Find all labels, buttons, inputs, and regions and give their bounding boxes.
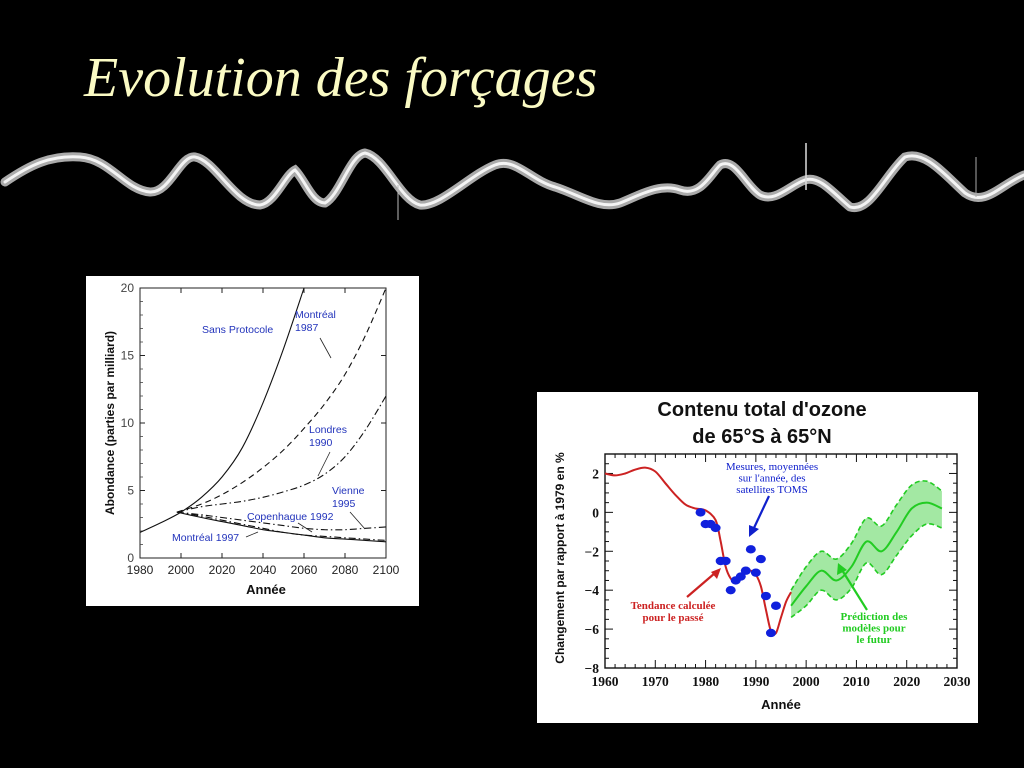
annotation-mesures: Mesures, moyennées sur l'année, des satell…	[726, 461, 818, 496]
y-tick-label: 0	[592, 505, 599, 520]
annotation-copenhague-1992-line: Copenhague 1992	[247, 511, 334, 523]
x-axis-label: Année	[761, 697, 801, 712]
ozone-content-chart-panel: Contenu total d'ozone de 65°S à 65°N 1960 1…	[537, 392, 978, 723]
x-tick-label: 2020	[893, 674, 920, 689]
model-prediction-line	[790, 501, 943, 607]
x-tick-label: 2020	[209, 563, 236, 577]
slide-title: Evolution des forçages	[84, 47, 598, 109]
x-tick-label: 2080	[332, 563, 359, 577]
annotation-arrow-tendance	[686, 572, 716, 598]
toms-measurement-point	[755, 554, 766, 564]
x-tick-label: 1960	[592, 674, 619, 689]
y-axis-label: Changement par rapport à 1979 en %	[553, 452, 567, 664]
series-line-londres-1990	[176, 395, 387, 513]
annotation-prediction: Prédiction des modèles pour le futur	[841, 611, 909, 646]
annotation-mesures-line: sur l'année, des	[738, 473, 805, 485]
x-tick-label: 2060	[291, 563, 318, 577]
toms-measurement-point	[760, 591, 771, 601]
y-tick-label: 10	[121, 416, 135, 430]
x-tick-label: 1970	[642, 674, 669, 689]
annotation-vienne-1995: Vienne 1995	[332, 485, 365, 510]
annotation-arrowhead-prediction	[837, 563, 847, 575]
annotation-leader	[317, 451, 331, 477]
annotation-sans-protocole-line: Sans Protocole	[202, 324, 273, 336]
x-tick-label: 2030	[944, 674, 971, 689]
annotation-vienne-1995-line: Vienne	[332, 485, 365, 497]
x-tick-label: 2010	[843, 674, 870, 689]
model-upper-bound	[790, 480, 943, 591]
annotation-arrowhead-mesures	[749, 525, 759, 537]
x-tick-label: 1990	[742, 674, 769, 689]
y-tick-label: 15	[121, 349, 135, 363]
annotation-londres-1990-line: 1990	[309, 437, 333, 449]
annotation-montreal-1987-line: 1987	[295, 322, 319, 334]
annotation-leader	[245, 531, 259, 538]
series-line-montr-al-1997	[176, 511, 387, 543]
annotation-vienne-1995-line: 1995	[332, 498, 356, 510]
cfc-abundance-chart-panel: 1980 2000 2020 2040 2060 2080 2100 0 5 10 15 20 Anné…	[86, 276, 419, 606]
y-tick-label: 5	[127, 484, 134, 498]
x-axis-label: Année	[246, 582, 286, 597]
toms-measurement-point	[750, 568, 761, 577]
annotation-leader	[297, 522, 313, 533]
annotation-montreal-1987-line: Montréal	[295, 309, 336, 321]
annotation-prediction-line: Prédiction des	[841, 611, 909, 623]
x-tick-label: 2040	[250, 563, 277, 577]
trend-line	[604, 466, 792, 636]
series-line-vienne-1995	[176, 511, 387, 531]
annotation-leader	[319, 337, 332, 359]
series-line-montr-al-1987	[176, 287, 387, 513]
toms-measurement-point	[735, 572, 746, 581]
toms-measurement-point	[695, 508, 706, 517]
annotation-londres-1990: Londres 1990	[309, 424, 347, 449]
annotation-londres-1990-line: Londres	[309, 424, 347, 436]
annotation-tendance-line: pour le passé	[643, 612, 704, 624]
annotation-montreal-1997: Montréal 1997	[172, 532, 239, 544]
decorative-wave-banner	[0, 143, 1024, 220]
annotation-copenhague-1992: Copenhague 1992	[247, 511, 334, 523]
y-tick-label: 20	[121, 281, 135, 295]
series-line-sans-protocole	[139, 287, 305, 533]
y-tick-label: −8	[585, 661, 600, 676]
y-tick-label: 0	[127, 551, 134, 565]
annotation-arrowhead-tendance	[711, 568, 721, 579]
series-line-copenhague-1992	[176, 511, 387, 541]
toms-measurement-point	[740, 566, 751, 575]
y-tick-label: 2	[592, 466, 599, 481]
y-axis-label: Abondance (parties par milliard)	[103, 331, 117, 515]
toms-measurement-point	[745, 545, 756, 554]
annotation-prediction-line: le futur	[856, 634, 891, 646]
annotation-tendance: Tendance calculée pour le passé	[631, 600, 716, 624]
cfc-abundance-chart: 1980 2000 2020 2040 2060 2080 2100 0 5 10 15 20 Anné…	[103, 281, 400, 597]
annotation-sans-protocole: Sans Protocole	[202, 324, 273, 336]
annotation-montreal-1997-line: Montréal 1997	[172, 532, 239, 544]
toms-measurement-point	[710, 523, 721, 533]
y-tick-label: −2	[585, 544, 600, 559]
annotation-montreal-1987: Montréal 1987	[295, 309, 336, 334]
chart-title: Contenu total d'ozone	[657, 399, 866, 421]
x-tick-label: 1980	[692, 674, 719, 689]
toms-measurement-point	[770, 601, 781, 610]
x-tick-label: 1980	[127, 563, 154, 577]
y-tick-label: −6	[585, 622, 600, 637]
annotation-tendance-line: Tendance calculée	[631, 600, 716, 612]
x-tick-label: 2100	[373, 563, 400, 577]
ozone-content-chart: Contenu total d'ozone de 65°S à 65°N 1960 1…	[553, 399, 971, 712]
annotation-arrow-prediction	[841, 569, 868, 611]
annotation-mesures-line: satellites TOMS	[736, 484, 807, 496]
x-tick-label: 2000	[793, 674, 820, 689]
x-tick-label: 2000	[168, 563, 195, 577]
annotation-arrow-mesures	[752, 495, 770, 531]
toms-measurement-point	[720, 556, 731, 566]
model-lower-bound	[790, 522, 943, 619]
chart-subtitle: de 65°S à 65°N	[692, 426, 831, 448]
annotation-leader	[349, 511, 366, 530]
annotation-prediction-line: modèles pour	[842, 623, 905, 635]
toms-measurement-point	[765, 628, 776, 638]
toms-measurement-point	[725, 585, 736, 595]
model-uncertainty-band	[791, 480, 942, 618]
y-tick-label: −4	[585, 583, 600, 598]
annotation-mesures-line: Mesures, moyennées	[726, 461, 818, 473]
